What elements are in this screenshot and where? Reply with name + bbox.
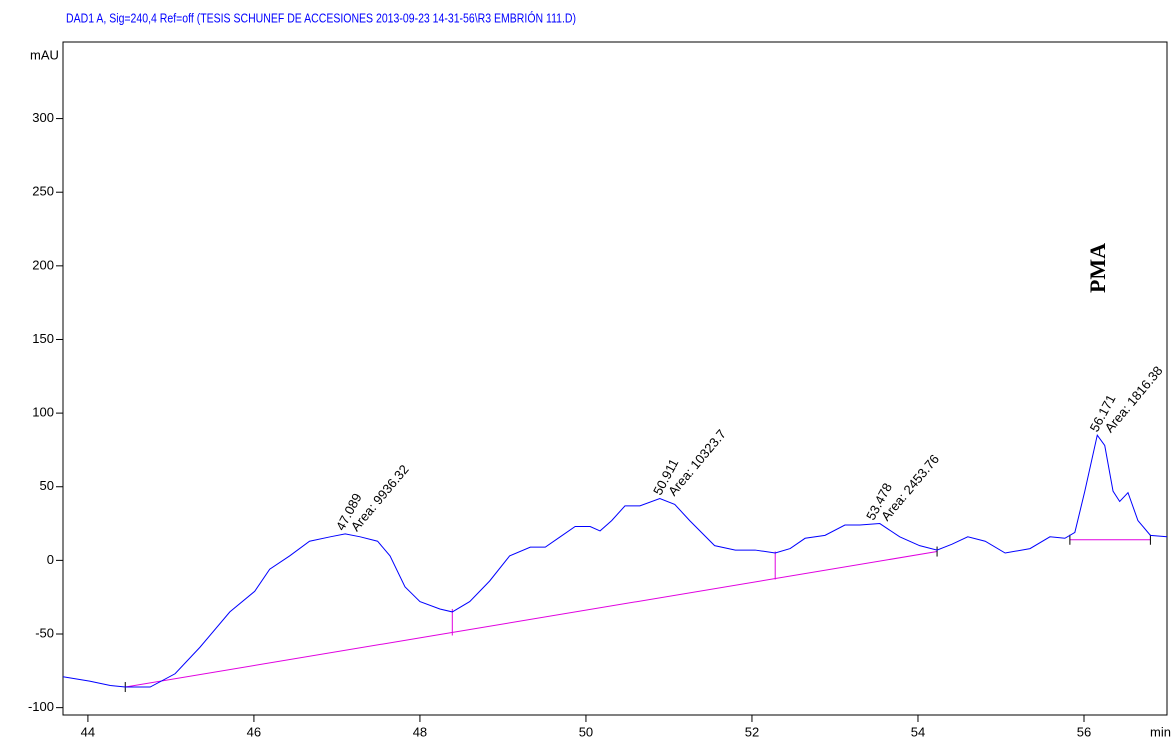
- x-tick-label: 44: [81, 724, 95, 739]
- y-tick-label: 50: [40, 478, 54, 493]
- signal-trace: [62, 434, 1168, 688]
- x-tick-label: 46: [247, 724, 261, 739]
- y-tick-label: 100: [32, 405, 54, 420]
- y-axis-label: mAU: [30, 47, 59, 62]
- annotation: PMA: [1085, 243, 1110, 293]
- plot-frame: [62, 41, 1168, 716]
- x-tick-label: 54: [911, 724, 925, 739]
- baseline: [125, 551, 938, 688]
- x-axis-label: min: [1150, 724, 1171, 739]
- y-tick-label: -50: [35, 625, 54, 640]
- y-tick-label: 0: [47, 552, 54, 567]
- y-tick-label: 150: [32, 331, 54, 346]
- y-tick-label: 200: [32, 257, 54, 272]
- x-tick-label: 52: [745, 724, 759, 739]
- y-tick-label: -100: [28, 699, 54, 714]
- x-tick-label: 56: [1077, 724, 1091, 739]
- x-tick-label: 50: [579, 724, 593, 739]
- x-tick-label: 48: [413, 724, 427, 739]
- y-tick-label: 250: [32, 184, 54, 199]
- chart-title: DAD1 A, Sig=240,4 Ref=off (TESIS SCHUNEF…: [66, 10, 576, 25]
- y-tick-label: 300: [32, 110, 54, 125]
